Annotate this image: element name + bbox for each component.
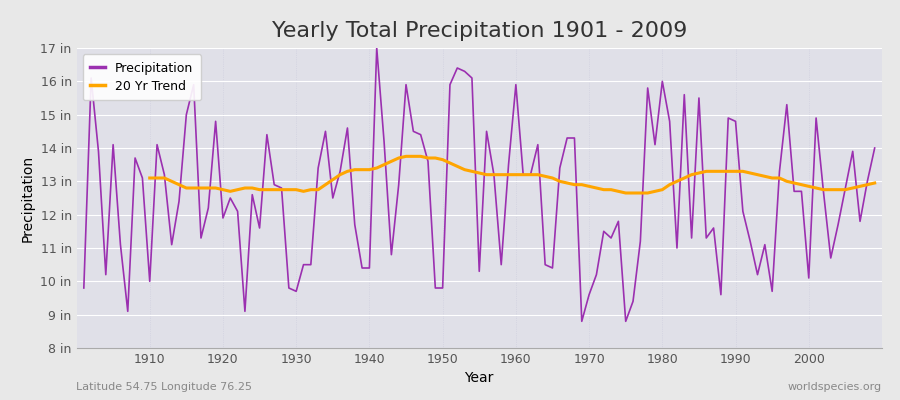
20 Yr Trend bbox=[525, 172, 535, 177]
Text: Latitude 54.75 Longitude 76.25: Latitude 54.75 Longitude 76.25 bbox=[76, 382, 253, 392]
Precipitation bbox=[372, 46, 382, 50]
Precipitation bbox=[869, 146, 880, 150]
20 Yr Trend bbox=[400, 154, 411, 159]
20 Yr Trend bbox=[584, 184, 595, 189]
Title: Yearly Total Precipitation 1901 - 2009: Yearly Total Precipitation 1901 - 2009 bbox=[272, 21, 687, 41]
20 Yr Trend bbox=[825, 187, 836, 192]
Precipitation bbox=[613, 219, 624, 224]
Y-axis label: Precipitation: Precipitation bbox=[21, 154, 35, 242]
Legend: Precipitation, 20 Yr Trend: Precipitation, 20 Yr Trend bbox=[83, 54, 201, 100]
Precipitation bbox=[137, 176, 148, 180]
Precipitation bbox=[78, 286, 89, 290]
20 Yr Trend bbox=[144, 176, 155, 180]
Precipitation bbox=[510, 82, 521, 87]
20 Yr Trend bbox=[869, 181, 880, 186]
Precipitation bbox=[298, 262, 309, 267]
Line: 20 Yr Trend: 20 Yr Trend bbox=[149, 156, 875, 193]
Text: worldspecies.org: worldspecies.org bbox=[788, 382, 882, 392]
Precipitation bbox=[342, 126, 353, 130]
20 Yr Trend bbox=[620, 191, 631, 196]
20 Yr Trend bbox=[312, 187, 323, 192]
20 Yr Trend bbox=[284, 187, 294, 192]
Line: Precipitation: Precipitation bbox=[84, 48, 875, 321]
20 Yr Trend bbox=[847, 186, 858, 190]
Precipitation bbox=[518, 172, 528, 177]
Precipitation bbox=[576, 319, 587, 324]
X-axis label: Year: Year bbox=[464, 372, 494, 386]
